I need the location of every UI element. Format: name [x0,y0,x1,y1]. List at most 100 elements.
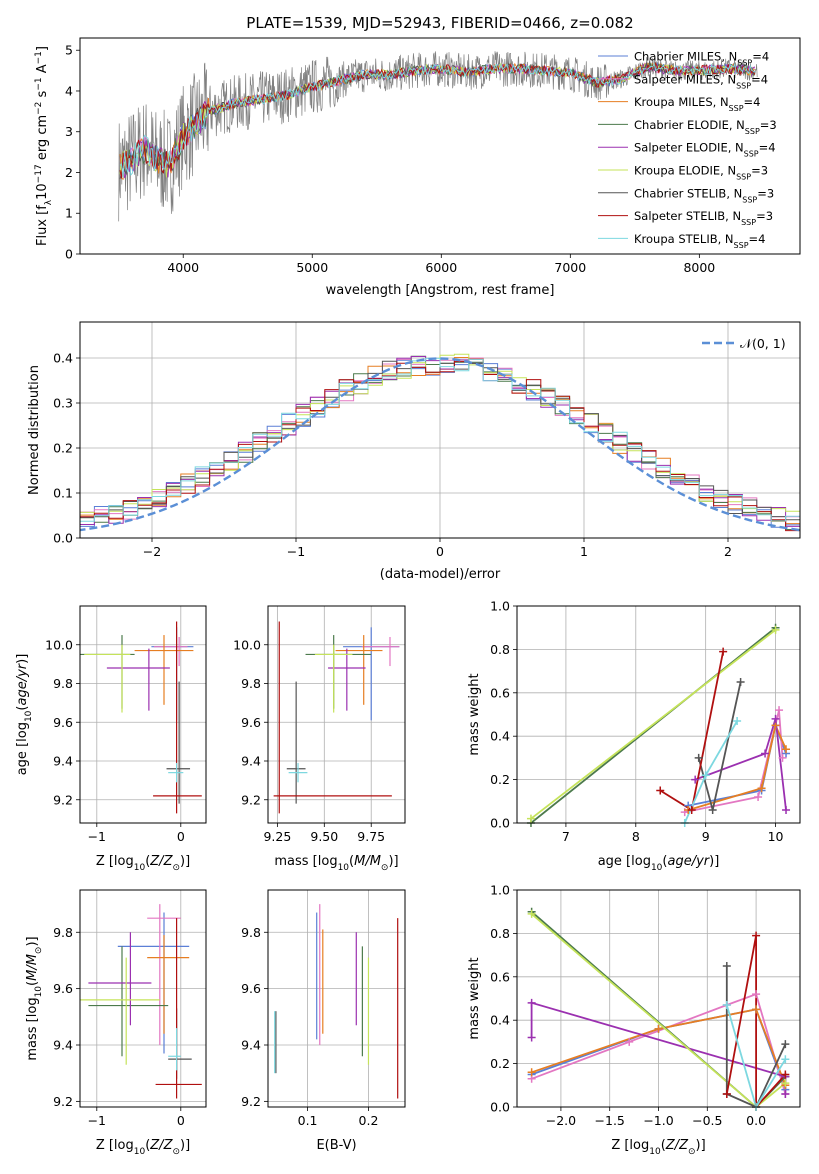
weight-marker [752,1005,761,1014]
weight-marker [719,647,728,656]
x-tick-label: −1.0 [643,1113,673,1128]
y-tick-label: 10.0 [45,637,73,652]
y-tick-label: 9.4 [241,1038,261,1053]
y-tick-label: 0 [65,247,73,262]
x-tick-label: −1.5 [595,1113,625,1128]
figure-title: PLATE=1539, MJD=52943, FIBERID=0466, z=0… [246,14,633,32]
legend-label: 𝒩(0, 1) [740,336,786,351]
y-tick-label: 0.1 [53,486,73,501]
weight-marker [781,1040,790,1049]
x-tick-label: −1 [287,544,305,559]
y-tick-label: 1.0 [490,883,510,898]
y-tick-label: 0.2 [53,441,73,456]
x-tick-label: 0 [177,829,185,844]
plot-area [530,626,787,823]
y-tick-label: 9.2 [241,792,261,807]
weight-marker [771,714,780,723]
x-tick-label: 0 [177,1113,185,1128]
y-tick-label: 9.6 [241,715,261,730]
weight-line [694,718,787,811]
weight-line [688,722,787,807]
weight-marker [527,998,536,1007]
legend-label: Kroupa ELODIE, NSSP=3 [634,164,768,182]
data-spectrum-line [118,51,758,222]
y-tick-label: 0.2 [490,772,510,787]
x-axis-label: (data-model)/error [380,567,501,582]
y-axis-label: age [log10(age/yr)] [15,654,34,776]
y-tick-label: 9.4 [241,754,261,769]
model-spectrum-line [119,63,756,178]
x-tick-label: 9.75 [357,829,385,844]
y-tick-label: 9.6 [53,981,73,996]
y-tick-label: 9.8 [53,925,73,940]
axes-frame [267,889,406,1108]
y-tick-label: 0.4 [490,729,510,744]
legend-label: Chabrier STELIB, NSSP=3 [634,186,774,204]
x-tick-label: 9.50 [310,829,338,844]
y-axis-label: mass [log10(M/M⊙)] [25,936,44,1060]
y-axis-label: Flux [fλ10−17 erg cm−2 s−1 A−1] [34,46,54,246]
weight-line [659,651,724,812]
normal-curve [80,357,800,532]
axes-frame [79,37,801,255]
legend-label: Chabrier ELODIE, NSSP=3 [634,118,777,136]
x-tick-label: −2 [143,544,161,559]
y-tick-label: 9.4 [53,754,73,769]
x-tick-label: 7 [562,829,570,844]
weight-line [725,966,787,1107]
weight-line [530,629,777,820]
legend-label: Chabrier MILES, NSSP=4 [634,50,769,68]
y-tick-label: 9.6 [241,981,261,996]
y-tick-label: 4 [65,83,73,98]
legend-label: Kroupa MILES, NSSP=4 [634,95,760,113]
y-tick-label: 0.6 [490,685,510,700]
axes-weight_vs_age: 7 8 9 10 0.0 0.2 0.4 0.6 0.8 1.0 age [log10(age/yr… [467,599,801,873]
y-tick-label: 0.0 [490,1100,510,1115]
x-tick-label: 5000 [296,260,328,275]
x-tick-label: 0.2 [359,1113,379,1128]
x-axis-label: Z [log10(Z/Z⊙)] [96,854,190,873]
axes-spectrum: 4000 5000 6000 7000 8000 0 1 2 3 4 5 wavelength [An… [34,37,801,298]
weight-marker [708,805,717,814]
y-tick-label: 5 [65,43,73,58]
weight-marker [625,1037,634,1046]
weight-marker [687,805,696,814]
y-tick-label: 9.2 [53,792,73,807]
weight-marker [691,775,700,784]
axes-mass_vs_EBV: 0.1 0.2 9.2 9.4 9.6 9.8 E(B-V) [241,889,406,1153]
plot-area [118,51,758,222]
x-tick-label: 0 [436,544,444,559]
legend-label: Salpeter STELIB, NSSP=3 [634,209,773,227]
weight-marker [527,909,536,918]
y-tick-label: 0.4 [53,351,73,366]
weight-marker [778,753,787,762]
weight-marker [757,784,766,793]
x-tick-label: 9.25 [263,829,291,844]
y-tick-label: 9.8 [241,925,261,940]
weight-marker [527,1068,536,1077]
weight-marker [722,1001,731,1010]
weight-marker [781,1070,790,1079]
legend-label: Kroupa STELIB, NSSP=4 [634,232,765,250]
axes-frame [79,321,801,539]
weight-marker [781,1079,790,1088]
x-tick-label: 7000 [554,260,586,275]
weight-marker [722,961,731,970]
weight-marker [656,786,665,795]
axes-mass_vs_Z: −1 0 9.2 9.4 9.6 9.8 Z [log10(Z/Z⊙)] mass [log1… [25,889,207,1157]
y-tick-label: 0.0 [53,531,73,546]
x-axis-label: age [log10(age/yr)] [598,854,720,873]
weight-marker [782,805,791,814]
weight-line [725,935,787,1107]
y-tick-label: 0.8 [490,926,510,941]
weight-marker [754,792,763,801]
weight-line [725,1004,787,1107]
x-tick-label: 10 [768,829,784,844]
plot-area [80,621,202,814]
y-tick-label: 0.3 [53,396,73,411]
weight-marker [781,1089,790,1098]
x-axis-label: wavelength [Angstrom, rest frame] [326,283,555,298]
plot-area [80,904,202,1099]
legend-label: Salpeter ELODIE, NSSP=4 [634,141,776,159]
